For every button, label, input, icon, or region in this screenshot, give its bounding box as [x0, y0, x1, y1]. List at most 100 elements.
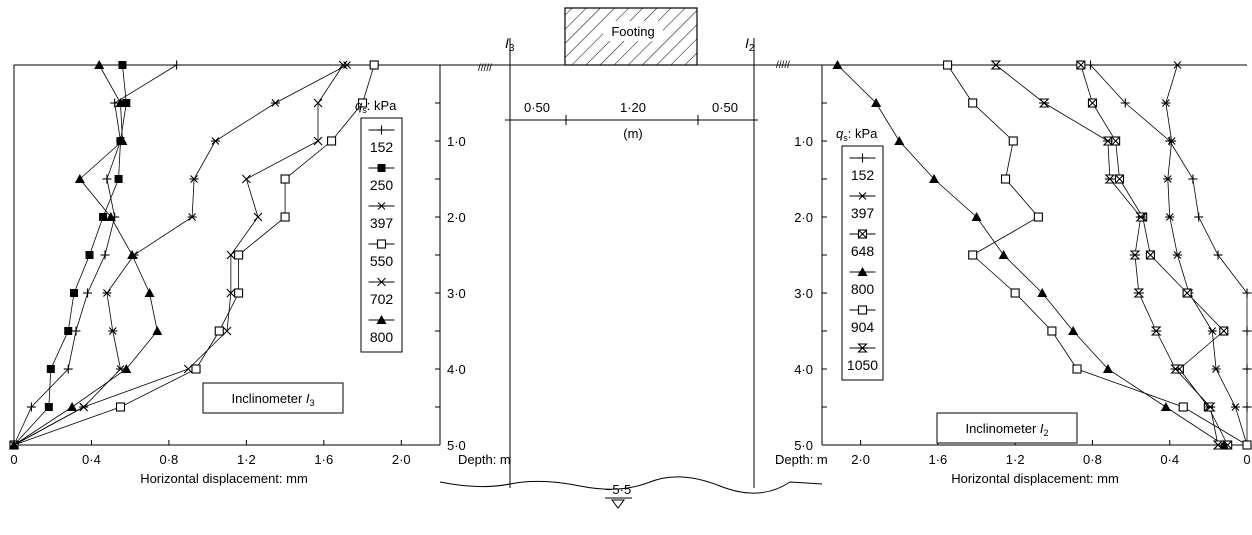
legend-title: qs: kPa: [355, 98, 397, 115]
legend-marker-702: [377, 277, 386, 287]
data-point-397: [1230, 403, 1240, 411]
data-point-800: [117, 136, 128, 145]
data-point-904: [1010, 288, 1020, 298]
data-point-152: [172, 60, 182, 70]
data-point-702: [241, 174, 251, 184]
data-point-1050: [990, 60, 1002, 70]
legend-marker-800: [376, 315, 387, 324]
y-tick-label: 1·0: [794, 134, 813, 149]
data-point-800: [971, 212, 982, 221]
data-point-550: [327, 136, 337, 146]
data-point-250: [85, 251, 94, 259]
data-point-152: [102, 174, 112, 184]
data-point-550: [191, 364, 201, 374]
inclinometer-i2-chart: 2·0 1·6 1·2 0·8 0·4 0 1·0 2·0 3·0 4·0 5·0 Horizonta…: [775, 60, 1252, 486]
x-tick-label: 0·8: [1083, 452, 1102, 467]
data-point-800: [998, 250, 1009, 259]
data-point-904: [1033, 212, 1043, 222]
data-point-904: [1008, 136, 1018, 146]
data-point-397: [342, 61, 352, 69]
title-box: [936, 412, 1078, 444]
data-point-152: [26, 402, 36, 412]
footing-label: Footing: [611, 24, 654, 39]
data-point-152: [63, 364, 73, 374]
x-tick-label: 2·0: [851, 452, 870, 467]
data-point-1050: [1104, 174, 1116, 184]
data-point-800: [144, 288, 155, 297]
data-point-152: [1242, 364, 1252, 374]
data-point-702: [222, 326, 232, 336]
data-point-152: [1213, 250, 1223, 260]
y-tick-label: 2·0: [794, 210, 813, 225]
legend-label: 550: [370, 253, 394, 269]
legend-label: 250: [370, 177, 394, 193]
legend-label: 397: [370, 215, 394, 231]
data-point-702: [226, 288, 236, 298]
data-point-800: [1037, 288, 1048, 297]
data-point-648: [1145, 250, 1155, 260]
title-box: [202, 382, 344, 414]
data-point-800: [1218, 440, 1229, 449]
water-level-icon: [611, 499, 625, 509]
legend-marker-250: [377, 164, 386, 172]
data-point-152: [1194, 212, 1204, 222]
data-point-397: [1161, 99, 1171, 107]
data-point-152: [1242, 326, 1252, 336]
data-point-702: [313, 98, 323, 108]
data-point-550: [280, 174, 290, 184]
data-point-1050: [1150, 326, 1162, 336]
data-point-250: [64, 327, 73, 335]
y-axis-label: Depth: m: [458, 452, 511, 467]
legend-label: 702: [370, 291, 394, 307]
data-point-550: [369, 60, 379, 70]
data-point-904: [1000, 174, 1011, 184]
data-point-1050: [1102, 136, 1114, 146]
data-point-250: [44, 403, 53, 411]
data-point-702: [253, 212, 263, 222]
data-point-800: [94, 60, 105, 69]
legend-box: [841, 145, 884, 381]
data-point-250: [114, 175, 123, 183]
legend-marker-800: [857, 267, 868, 276]
legend: qs: kPa 152 397 648 800 904 1050: [836, 126, 884, 381]
data-point-800: [67, 402, 78, 411]
ground-hatch-left: /////: [478, 63, 492, 74]
footing-label-bg: [603, 21, 663, 41]
legend-marker-1050: [857, 343, 868, 353]
data-point-250: [70, 289, 79, 297]
data-point-904: [1178, 402, 1188, 412]
legend-label: 904: [851, 319, 875, 335]
legend-marker-550: [376, 239, 387, 249]
data-point-397: [1211, 365, 1221, 373]
data-point-1050: [1212, 440, 1224, 450]
i2-label: I2: [745, 35, 755, 54]
data-point-800: [121, 364, 132, 373]
data-point-1050: [1129, 250, 1141, 260]
legend-label: 648: [851, 243, 875, 259]
data-point-152: [71, 326, 81, 336]
x-tick-label: 0·4: [1160, 452, 1179, 467]
data-point-397: [1165, 213, 1175, 221]
y-tick-label: 1·0: [447, 134, 466, 149]
x-tick-label: 0·4: [82, 452, 101, 467]
legend-marker-904: [857, 305, 868, 315]
x-tick-label: 2·0: [392, 452, 411, 467]
dim-right: 0·50: [712, 100, 738, 115]
data-point-550: [357, 98, 368, 108]
series-line-152: [13, 64, 177, 446]
y-tick-label: 2·0: [447, 210, 466, 225]
data-point-800: [127, 250, 138, 259]
series-line-904: [947, 64, 1248, 446]
legend-label: 397: [851, 205, 875, 221]
legend-marker-152: [858, 153, 867, 163]
inclinometer-i3-chart: 0 0·4 0·8 1·2 1·6 2·0 1·0 2·0 3·0 4·0 5·0 Horizonta…: [9, 60, 511, 486]
data-point-550: [234, 250, 244, 260]
data-point-800: [9, 440, 19, 449]
chart-title: Inclinometer I2: [965, 421, 1048, 438]
footing-schematic: Footing I3 I2 ///// ///// 0·50 1·20 0·50…: [439, 7, 823, 509]
x-tick-label: 1·2: [1006, 452, 1025, 467]
data-point-152: [1086, 60, 1096, 70]
data-point-152: [1120, 98, 1130, 108]
data-point-800: [871, 98, 882, 107]
data-point-250: [46, 365, 55, 373]
